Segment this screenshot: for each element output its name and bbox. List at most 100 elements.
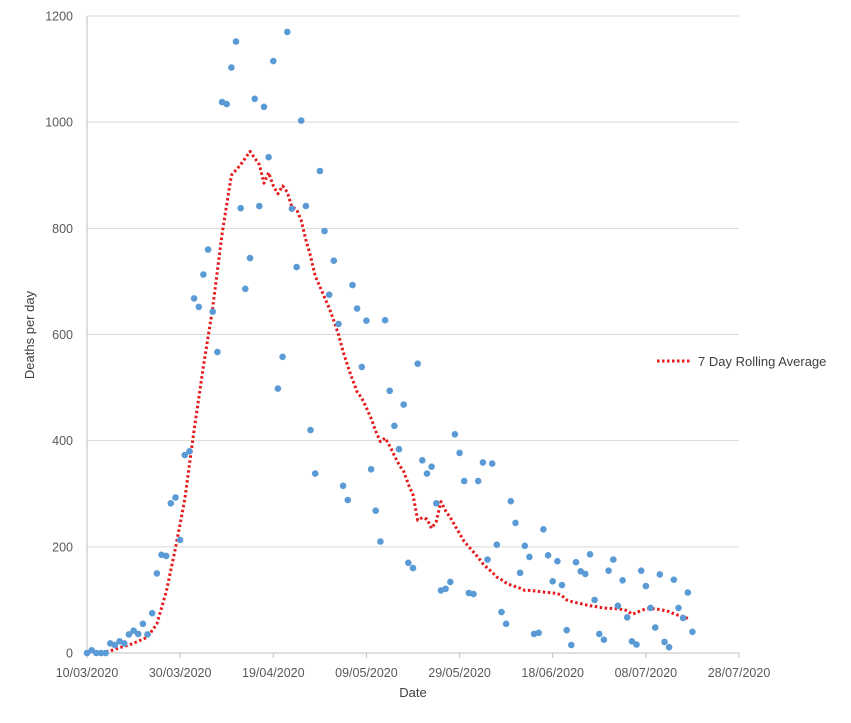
data-point: [498, 608, 505, 616]
data-point: [325, 291, 333, 299]
data-point: [405, 559, 412, 567]
data-point: [377, 538, 384, 545]
data-point: [311, 470, 319, 477]
data-point: [479, 459, 487, 466]
data-point: [512, 519, 519, 527]
data-point: [563, 626, 570, 634]
data-point: [274, 385, 282, 392]
data-point: [358, 363, 366, 371]
data-point: [540, 526, 547, 533]
data-point: [293, 263, 300, 271]
data-point: [535, 629, 542, 637]
y-tick-label: 1000: [45, 116, 73, 130]
data-point: [554, 557, 561, 565]
data-point: [591, 596, 598, 604]
data-point: [139, 620, 147, 628]
x-tick-label: 28/07/2020: [708, 666, 771, 680]
data-point: [344, 496, 352, 504]
data-point: [386, 387, 394, 395]
data-point: [353, 305, 361, 312]
data-point: [470, 590, 477, 598]
data-point: [642, 582, 650, 590]
x-axis-ticks: 10/03/2020 30/03/2020 19/04/2020 09/05/2020…: [56, 653, 771, 680]
data-point: [614, 602, 622, 610]
data-point: [409, 564, 417, 572]
data-point: [428, 463, 435, 471]
y-tick-label: 200: [52, 540, 73, 554]
data-point: [265, 153, 272, 161]
data-point: [284, 28, 291, 36]
data-point: [232, 38, 240, 45]
data-point: [321, 227, 328, 235]
data-point: [661, 638, 668, 646]
data-point: [279, 353, 286, 361]
data-point: [526, 553, 533, 561]
data-point: [675, 604, 682, 612]
y-tick-label: 600: [52, 328, 73, 342]
data-point: [288, 205, 296, 212]
data-point: [572, 558, 580, 566]
data-point: [363, 317, 370, 325]
data-point: [372, 507, 380, 514]
data-point: [447, 578, 454, 586]
data-point: [130, 627, 137, 634]
data-point: [605, 567, 612, 574]
x-tick-label: 30/03/2020: [149, 666, 212, 680]
data-point: [102, 649, 109, 657]
data-point: [134, 630, 142, 638]
data-point: [665, 643, 673, 651]
data-point: [502, 620, 510, 628]
data-point: [302, 202, 310, 210]
data-point: [181, 451, 189, 459]
x-axis-title: Date: [399, 685, 426, 700]
data-point: [623, 614, 631, 621]
y-tick-label: 400: [52, 434, 73, 448]
data-point: [153, 570, 161, 577]
x-tick-label: 09/05/2020: [335, 666, 398, 680]
data-point: [339, 482, 347, 490]
daily-deaths-series: [83, 28, 696, 657]
data-point: [451, 431, 459, 438]
data-point: [190, 295, 198, 302]
data-point: [144, 631, 151, 638]
data-point: [647, 604, 654, 612]
data-point: [460, 477, 468, 485]
data-point: [172, 494, 179, 501]
data-point: [586, 551, 594, 558]
data-point: [628, 638, 636, 645]
legend: 7 Day Rolling Average: [657, 354, 826, 369]
data-point: [507, 497, 515, 505]
data-point: [400, 401, 408, 408]
data-point: [335, 320, 342, 328]
data-point: [255, 202, 263, 210]
data-point: [610, 556, 617, 563]
data-point: [484, 556, 491, 563]
data-point: [200, 271, 207, 278]
data-point: [214, 348, 221, 356]
data-point: [419, 457, 426, 464]
data-point: [544, 552, 552, 559]
data-point: [125, 631, 133, 638]
data-point: [619, 577, 626, 584]
data-point: [260, 103, 268, 111]
data-point: [516, 569, 524, 577]
data-point: [316, 167, 324, 175]
legend-label: 7 Day Rolling Average: [698, 354, 826, 369]
data-point: [148, 609, 156, 617]
data-point: [307, 426, 314, 434]
data-point: [186, 448, 193, 455]
data-point: [228, 64, 235, 71]
data-point: [633, 641, 640, 648]
data-point: [558, 581, 566, 589]
data-point: [237, 204, 244, 212]
data-point: [176, 536, 184, 544]
data-point: [521, 542, 529, 550]
data-point: [474, 477, 482, 485]
data-point: [93, 649, 100, 657]
data-point: [270, 57, 277, 65]
data-point: [381, 316, 389, 324]
data-point: [656, 571, 664, 578]
data-point: [414, 360, 422, 368]
data-point: [391, 422, 398, 430]
